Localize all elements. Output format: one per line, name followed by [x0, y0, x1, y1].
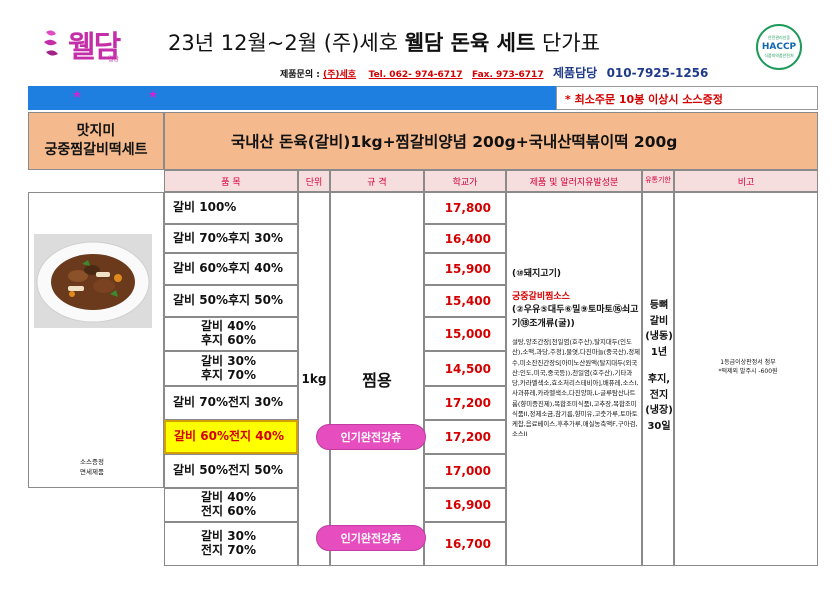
item-cell: 갈비 50%전지 50%	[164, 454, 298, 488]
col-header-spec: 규 격	[330, 170, 424, 192]
item-label-line2: 후지 70%	[201, 367, 256, 382]
company-name: (주)세호	[323, 70, 357, 80]
item-cell: 갈비 50%후지 50%	[164, 285, 298, 317]
tel-number: Tel. 062- 974-6717	[368, 70, 463, 80]
page-title: 23년 12월~2월 (주)세호 웰담 돈육 세트 단가표	[168, 27, 600, 57]
unit-cell: 1kg	[298, 192, 330, 566]
manager-label: 제품담당	[552, 66, 598, 80]
item-label: 갈비 30%	[201, 353, 256, 368]
price-cell: 16,900	[424, 488, 506, 522]
product-name-line2: 궁중찜갈비떡세트	[44, 142, 148, 158]
item-label: 갈비 50%후지 50%	[173, 293, 283, 308]
haccp-badge: 안전관리인증 HACCP 식품의약품안전처	[756, 24, 802, 70]
shelf-line: (냉동)	[645, 331, 673, 342]
popular-tag: 인기완전강츄	[316, 525, 426, 551]
price-cell: 17,800	[424, 192, 506, 224]
product-photo-cell	[28, 192, 164, 488]
col-header-unit: 단위	[298, 170, 330, 192]
price-cell: 16,700	[424, 522, 506, 566]
sauce-title: 궁중갈비찜소스	[512, 291, 570, 302]
price-cell: 17,000	[424, 454, 506, 488]
price-cell: 17,200	[424, 386, 506, 420]
allergen-meat: (⑩돼지고기)	[512, 269, 561, 279]
shelf-life-cell	[642, 192, 674, 566]
col-header-school-price: 학교가	[424, 170, 506, 192]
shelf-line: 전지	[649, 389, 669, 401]
product-name-cell: 맛지미 궁중찜갈비떡세트	[28, 112, 164, 170]
shelf-line: 후지,	[647, 374, 671, 385]
remarks-text: 1등급이상판정서 첨부 *떡제외 발주시 -600원	[678, 358, 818, 376]
allergens-cell	[506, 192, 642, 566]
haccp-line3: 식품의약품안전처	[764, 53, 794, 58]
col-header-remarks: 비고	[674, 170, 818, 192]
price-cell: 15,400	[424, 285, 506, 317]
product-photo	[34, 234, 152, 328]
product-name-line1: 맛지미	[76, 123, 116, 140]
manager-phone: 010-7925-1256	[606, 66, 709, 80]
shelf-line: 등뼈	[649, 300, 669, 311]
title-prefix: 23년 12월~2월 (주)세호	[168, 31, 405, 55]
contact-info: 제품문의 : (주)세호 Tel. 062- 974-6717 Fax. 973…	[280, 64, 708, 81]
item-label: 갈비 30%	[201, 529, 256, 544]
title-brand: 웰담 돈육 세트	[404, 31, 536, 55]
sauce-note: 소스증정 면세제품	[40, 458, 144, 478]
item-cell: 갈비 30% 후지 70%	[164, 351, 298, 386]
allergen-info: (⑩돼지고기) 궁중갈비찜소스 (②우유⑤대두⑥밀⑨토마토⑯쇠고기⑱조개류(굴)…	[512, 268, 640, 440]
fax-number: Fax. 973-6717	[471, 70, 544, 80]
price-cell: 17,200	[424, 420, 506, 454]
item-cell-highlighted: 갈비 60%전지 40%	[164, 420, 298, 454]
brand-logo-text: 웰담	[68, 30, 121, 65]
price-cell: 15,900	[424, 253, 506, 285]
sauce-note-line2: 면세제품	[80, 467, 104, 476]
col-header-item: 품 목	[164, 170, 298, 192]
haccp-line1: 안전관리인증	[767, 35, 791, 40]
remarks-cell	[674, 192, 818, 566]
ingredients-list: 설탕,양조간장[천일염(호주산),탈지대두(인도산),소맥,과당,주정],물엿,…	[512, 338, 640, 439]
item-label: 갈비 60%후지 40%	[173, 261, 283, 276]
item-label: 갈비 40%	[201, 490, 256, 505]
remarks-line1: 1등급이상판정서 첨부	[720, 359, 776, 366]
item-label: 갈비 50%전지 50%	[173, 463, 283, 478]
col-header-allergens: 제품 및 알러지유발성분	[506, 170, 642, 192]
item-cell: 갈비 100%	[164, 192, 298, 224]
item-cell: 갈비 60%후지 40%	[164, 253, 298, 285]
item-label: 갈비 40%	[201, 319, 256, 334]
shelf-line: 30일	[647, 420, 671, 432]
inquiry-label: 제품문의 :	[280, 70, 323, 80]
price-cell: 14,500	[424, 351, 506, 386]
price-cell: 16,400	[424, 224, 506, 253]
item-cell: 갈비 70%전지 30%	[164, 386, 298, 420]
item-label-line2: 전지 60%	[201, 504, 256, 518]
item-label: 갈비 70%후지 30%	[173, 230, 283, 245]
star-icon: ★	[72, 88, 82, 101]
haccp-line2: HACCP	[761, 42, 797, 52]
popular-tag: 인기완전강츄	[316, 424, 426, 450]
price-cell: 15,000	[424, 317, 506, 351]
shelf-life-text: 등뼈 갈비 (냉동) 1년 후지, 전지 (냉장) 30일	[644, 298, 674, 434]
col-header-shelf-life: 유통기한	[642, 170, 674, 192]
shelf-line: (냉장)	[645, 405, 673, 416]
title-suffix: 단가표	[535, 31, 600, 55]
item-cell: 갈비 40% 후지 60%	[164, 317, 298, 351]
star-icon: ★	[148, 88, 158, 101]
sauce-note-line1: 소스증정	[80, 458, 104, 466]
item-label: 갈비 100%	[173, 200, 237, 215]
remarks-line2: *떡제외 발주시 -600원	[718, 368, 778, 375]
item-label: 갈비 60%전지 40%	[174, 429, 284, 444]
shelf-line: 1년	[650, 346, 668, 358]
brand-logo-mark	[44, 30, 58, 56]
item-label-line2: 후지 60%	[201, 333, 256, 347]
item-label: 갈비 70%전지 30%	[173, 395, 283, 410]
spec-cell: 찜용	[330, 192, 424, 566]
brand-logo-subtext: 웰담	[108, 56, 120, 63]
product-composition: 국내산 돈육(갈비)1kg+찜갈비양념 200g+국내산떡볶이떡 200g	[164, 112, 818, 170]
shelf-line: 갈비	[649, 315, 669, 327]
item-cell: 갈비 70%후지 30%	[164, 224, 298, 253]
min-order-notice: * 최소주문 10봉 이상시 소스증정	[556, 86, 818, 110]
item-cell: 갈비 30% 전지 70%	[164, 522, 298, 566]
item-label-line2: 전지 70%	[201, 543, 256, 557]
item-cell: 갈비 40% 전지 60%	[164, 488, 298, 522]
sauce-allergens: (②우유⑤대두⑥밀⑨토마토⑯쇠고기⑱조개류(굴))	[512, 305, 639, 329]
